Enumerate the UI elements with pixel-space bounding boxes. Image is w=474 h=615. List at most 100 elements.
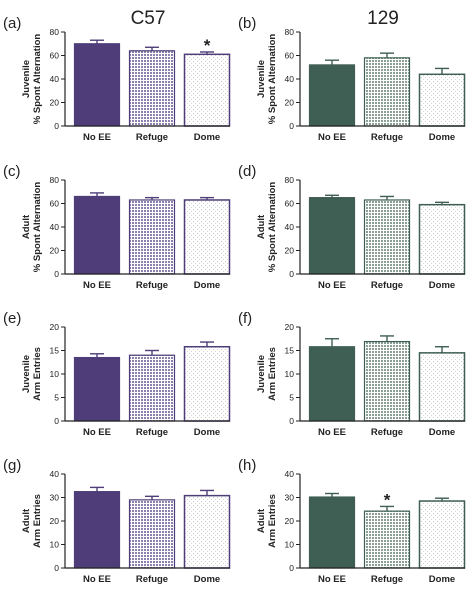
panel-g: (g) AdultArm Entries No EE Refuge Dome 0 10 20 3… (3, 457, 231, 585)
y-tick-label: 80 (50, 27, 60, 37)
y-axis-label-line: Juvenile (256, 355, 267, 393)
y-axis-label-line: % Spont Alternation (267, 34, 278, 125)
x-tick-label: Refuge (136, 427, 168, 438)
panel-label: (e) (3, 310, 21, 327)
panel-label: (b) (238, 15, 256, 32)
y-axis-label-line: Arm Entries (32, 347, 43, 401)
y-axis-label: JuvenileArm Entries (256, 347, 278, 401)
y-tick-label: 40 (50, 469, 60, 479)
bar-no-ee (308, 346, 356, 422)
panel-label: (c) (3, 163, 21, 180)
y-axis-label-line: Arm Entries (267, 494, 278, 548)
y-tick-label: 0 (289, 121, 294, 131)
x-tick-label: No EE (318, 574, 346, 585)
y-tick-label: 20 (50, 246, 60, 256)
y-tick-label: 20 (285, 516, 295, 526)
bar-refuge (363, 199, 411, 275)
significance-marker: * (384, 490, 391, 509)
y-axis-label-line: % Spont Alternation (32, 34, 43, 125)
x-tick-label: No EE (318, 132, 346, 143)
y-tick-label: 10 (50, 540, 60, 550)
bar-refuge (128, 499, 176, 569)
y-axis-label-line: Adult (256, 508, 267, 533)
bar-refuge (128, 199, 176, 275)
x-tick-label: No EE (83, 280, 111, 291)
column-title-c57: C57 (131, 8, 166, 29)
y-axis-label-line: Juvenile (256, 60, 267, 98)
y-tick-label: 40 (285, 222, 295, 232)
column-title-129: 129 (367, 8, 399, 29)
bar-dome (183, 494, 231, 569)
y-tick-label: 30 (50, 493, 60, 503)
x-tick-label: Dome (194, 132, 220, 143)
y-tick-label: 20 (285, 246, 295, 256)
y-tick-label: 60 (285, 51, 295, 61)
panel-b: (b) Juvenile% Spont Alternation No EE Refug… (238, 15, 466, 143)
y-tick-label: 0 (289, 416, 294, 426)
y-tick-label: 5 (54, 393, 59, 403)
x-tick-label: Refuge (371, 427, 403, 438)
panel-h: (h) AdultArm Entries No EE * Refuge Dome 0 10 20… (238, 457, 466, 585)
y-axis-label: Juvenile% Spont Alternation (21, 34, 43, 125)
y-axis-label: AdultArm Entries (21, 494, 43, 548)
y-tick-label: 20 (50, 98, 60, 108)
y-axis-label-line: Adult (256, 214, 267, 239)
x-tick-label: Dome (194, 427, 220, 438)
y-tick-label: 20 (50, 516, 60, 526)
bar-no-ee (73, 43, 121, 127)
y-tick-label: 30 (285, 493, 295, 503)
x-tick-label: Refuge (371, 280, 403, 291)
y-axis-label-line: Adult (21, 508, 32, 533)
y-tick-label: 10 (285, 540, 295, 550)
bar-dome (418, 203, 466, 275)
bar-no-ee (73, 491, 121, 569)
panel-label: (g) (3, 457, 21, 474)
bar-dome (183, 345, 231, 422)
bar-no-ee (308, 197, 356, 275)
panel-label: (d) (238, 163, 256, 180)
y-axis-label: JuvenileArm Entries (21, 347, 43, 401)
y-axis-label-line: Juvenile (21, 60, 32, 98)
bar-no-ee (73, 195, 121, 275)
y-axis-label: Adult% Spont Alternation (256, 182, 278, 273)
y-tick-label: 5 (289, 393, 294, 403)
y-tick-label: 15 (285, 346, 295, 356)
panel-label: (h) (238, 457, 256, 474)
x-tick-label: No EE (318, 427, 346, 438)
y-tick-label: 15 (50, 346, 60, 356)
panel-label: (f) (238, 310, 252, 327)
bar-dome (183, 53, 231, 127)
panel-e: (e) JuvenileArm Entries No EE Refuge Dome 0 5 1… (3, 310, 231, 438)
x-tick-label: No EE (83, 427, 111, 438)
y-tick-label: 80 (285, 175, 295, 185)
x-tick-label: Dome (429, 574, 455, 585)
bar-no-ee (73, 356, 121, 422)
significance-marker: * (204, 36, 211, 55)
y-tick-label: 20 (285, 98, 295, 108)
y-tick-label: 10 (50, 369, 60, 379)
bar-dome (418, 352, 466, 422)
y-tick-label: 60 (50, 199, 60, 209)
bar-dome (418, 73, 466, 127)
y-tick-label: 10 (285, 369, 295, 379)
bar-no-ee (308, 496, 356, 569)
y-tick-label: 40 (285, 469, 295, 479)
x-tick-label: Refuge (136, 574, 168, 585)
x-tick-label: Dome (194, 280, 220, 291)
x-tick-label: Refuge (371, 132, 403, 143)
x-tick-label: Refuge (136, 280, 168, 291)
y-tick-label: 40 (285, 74, 295, 84)
x-tick-label: Dome (194, 574, 220, 585)
y-axis-label-line: Arm Entries (32, 494, 43, 548)
panel-f: (f) JuvenileArm Entries No EE Refuge Dome 0 5 1… (238, 310, 466, 438)
bar-no-ee (308, 64, 356, 127)
x-tick-label: Dome (429, 427, 455, 438)
y-axis-label-line: Juvenile (21, 355, 32, 393)
y-tick-label: 20 (285, 322, 295, 332)
y-tick-label: 40 (50, 74, 60, 84)
y-tick-label: 20 (50, 322, 60, 332)
